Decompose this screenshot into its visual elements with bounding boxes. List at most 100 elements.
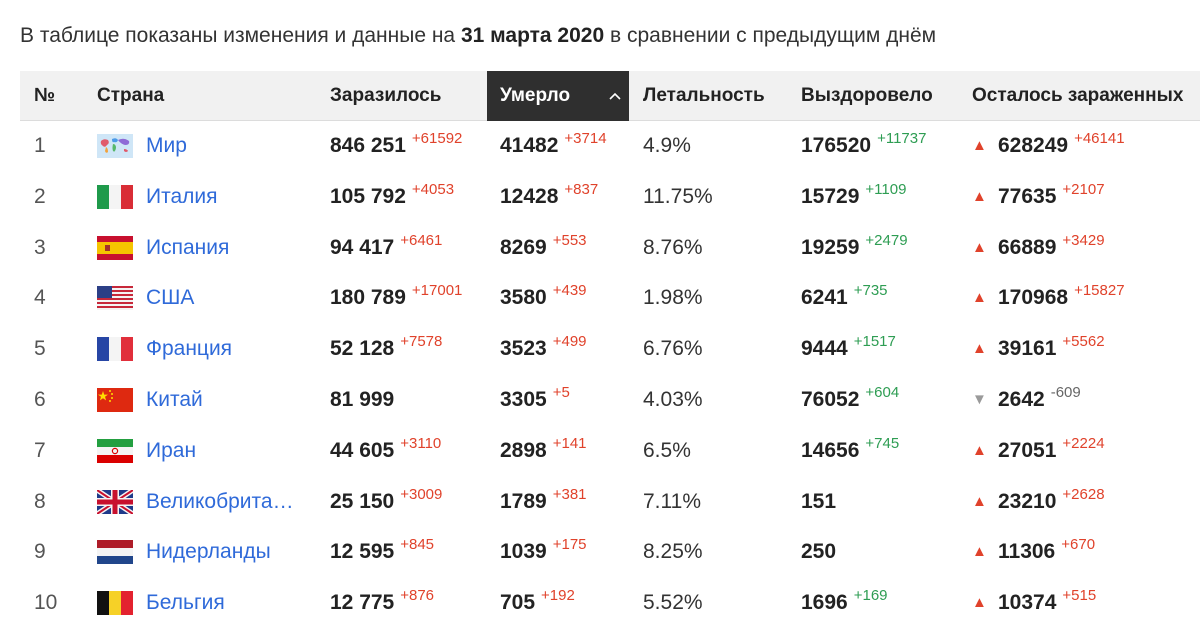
infected-value: 52 128 [330, 337, 395, 361]
infected-delta: +4053 [411, 180, 455, 198]
recovered-delta: +1109 [865, 180, 907, 198]
column-header-died[interactable]: Умерло [487, 71, 629, 121]
active-cell: ▲ 170968 +15827 [972, 273, 1125, 324]
infected-delta: +6461 [400, 231, 443, 249]
recovered-delta: +169 [853, 587, 888, 605]
died-delta: +553 [552, 231, 587, 249]
died-value: 12428 [500, 184, 559, 208]
active-value: 39161 [998, 337, 1057, 361]
country-link[interactable]: Иран [146, 438, 197, 462]
died-value: 2898 [500, 438, 547, 462]
infected-value: 180 789 [330, 286, 406, 310]
country-link[interactable]: Бельгия [146, 591, 225, 615]
died-delta: +837 [564, 180, 599, 198]
died-delta: +3714 [564, 130, 607, 147]
caption-suffix: в сравнении с предыдущим днём [604, 24, 937, 47]
died-delta: +5 [552, 383, 570, 401]
belgium-flag-icon [97, 591, 133, 616]
table-row: 5 Франция 52 128 +7578 3523 +499 6.76% 9444 +151… [20, 324, 1200, 375]
active-value: 77635 [998, 184, 1057, 208]
infected-cell: 81 999 [330, 375, 400, 426]
column-header-active[interactable]: Осталось зараженных [972, 85, 1184, 106]
recovered-cell: 15729 +1109 [801, 172, 906, 223]
died-cell: 1789 +381 [500, 477, 587, 528]
column-header-lethality[interactable]: Летальность [643, 85, 765, 106]
infected-value: 81 999 [330, 387, 395, 411]
lethality-value: 5.52% [643, 591, 703, 615]
infected-value: 105 792 [330, 184, 406, 208]
country-link[interactable]: Франция [146, 337, 233, 361]
died-cell: 8269 +553 [500, 223, 587, 274]
recovered-cell: 1696 +169 [801, 578, 888, 629]
recovered-value: 176520 [801, 134, 872, 157]
infected-cell: 12 775 +876 [330, 578, 434, 629]
active-value: 11306 [998, 540, 1056, 564]
table-header: № Страна Заразилось Умерло Летальность В… [20, 71, 1200, 121]
country-link[interactable]: Китай [146, 387, 203, 411]
china-flag-icon [97, 387, 133, 412]
column-header-infected[interactable]: Заразилось [330, 85, 442, 106]
netherlands-flag-icon [97, 540, 133, 565]
uk-flag-icon [97, 489, 133, 514]
table-row: 4 США 180 789 +17001 3580 +439 1.98% 6241 +735 ▲ 1… [20, 273, 1200, 324]
recovered-value: 14656 [801, 438, 860, 462]
recovered-value: 151 [801, 489, 837, 513]
row-number: 9 [34, 540, 46, 564]
died-value: 3305 [500, 387, 547, 411]
recovered-cell: 151 [801, 477, 842, 528]
row-number: 7 [34, 438, 46, 462]
infected-delta: +845 [400, 536, 435, 554]
trend-up-icon: ▲ [972, 492, 987, 510]
active-value: 170968 [998, 286, 1069, 310]
row-number: 8 [34, 489, 46, 513]
died-cell: 3523 +499 [500, 324, 587, 375]
lethality-value: 1.98% [643, 286, 703, 310]
country-link[interactable]: Великобрита… [146, 489, 294, 513]
lethality-value: 8.76% [643, 235, 703, 259]
active-cell: ▲ 11306 +670 [972, 527, 1095, 578]
table-body: 1 Мир 846 251 +61592 41482 +3714 4.9% 176520 +11… [20, 121, 1200, 629]
active-cell: ▲ 10374 +515 [972, 578, 1096, 629]
died-cell: 2898 +141 [500, 426, 587, 477]
column-header-recovered[interactable]: Выздоровело [801, 85, 933, 106]
row-number: 10 [34, 591, 58, 615]
active-delta: +2628 [1062, 485, 1105, 503]
active-delta: +670 [1061, 536, 1096, 554]
recovered-delta: +2479 [865, 231, 908, 249]
infected-delta: +3009 [400, 485, 443, 503]
active-delta: +5562 [1062, 333, 1105, 351]
recovered-value: 6241 [801, 286, 848, 310]
active-delta: +2224 [1062, 434, 1105, 452]
country-link[interactable]: Мир [146, 134, 187, 157]
died-cell: 12428 +837 [500, 172, 598, 223]
lethality-value: 7.11% [643, 489, 701, 513]
lethality-value: 6.5% [643, 438, 691, 462]
active-delta: +46141 [1074, 130, 1125, 147]
active-value: 628249 [998, 134, 1069, 157]
recovered-delta: +11737 [877, 130, 927, 147]
country-link[interactable]: Италия [146, 184, 218, 208]
infected-value: 846 251 [330, 134, 406, 157]
died-delta: +439 [552, 282, 587, 300]
trend-down-icon: ▼ [972, 390, 987, 408]
country-link[interactable]: Испания [146, 235, 230, 259]
column-header-country[interactable]: Страна [97, 85, 165, 106]
caption-date: 31 марта 2020 [460, 24, 605, 47]
infected-delta: +61592 [411, 130, 463, 147]
trend-up-icon: ▲ [972, 594, 987, 612]
column-header-number[interactable]: № [34, 85, 56, 106]
caption-prefix: В таблице показаны изменения и данные на [20, 24, 461, 47]
table-row: 9 Нидерланды 12 595 +845 1039 +175 8.25% 250 ▲ 11… [20, 527, 1200, 578]
died-delta: +175 [552, 536, 587, 554]
infected-cell: 94 417 +6461 [330, 223, 442, 274]
died-value: 8269 [500, 235, 547, 259]
table-row: 6 Китай 81 999 3305 +5 4.03% 76052 +604 ▼ 2642 -60… [20, 375, 1200, 426]
recovered-value: 76052 [801, 387, 860, 411]
table-row: 2 Италия 105 792 +4053 12428 +837 11.75% 15729 +… [20, 172, 1200, 223]
country-link[interactable]: Нидерланды [146, 540, 271, 564]
trend-up-icon: ▲ [972, 340, 987, 358]
country-link[interactable]: США [146, 286, 195, 310]
iran-flag-icon [97, 438, 133, 463]
infected-delta: +7578 [400, 333, 443, 351]
row-number: 2 [34, 184, 46, 208]
